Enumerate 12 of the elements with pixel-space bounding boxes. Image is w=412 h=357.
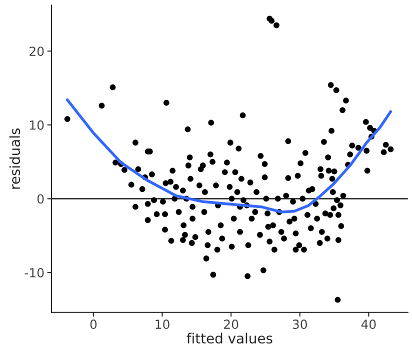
x-axis-title: fitted values: [186, 332, 272, 344]
x-tick-label: 30: [292, 320, 307, 329]
line-series: [66, 98, 392, 214]
y-tick-label: 20: [30, 46, 44, 56]
x-tick-label: 10: [156, 320, 170, 329]
y-axis-title: residuals: [9, 128, 20, 189]
x-tick-label: 0: [90, 320, 97, 329]
y-tick-label: -10: [24, 268, 44, 278]
y-tick-label: 0: [37, 194, 44, 204]
x-tick-label: 20: [224, 320, 238, 329]
x-tick-label: 40: [361, 320, 376, 329]
y-tick-label: 10: [30, 120, 44, 130]
